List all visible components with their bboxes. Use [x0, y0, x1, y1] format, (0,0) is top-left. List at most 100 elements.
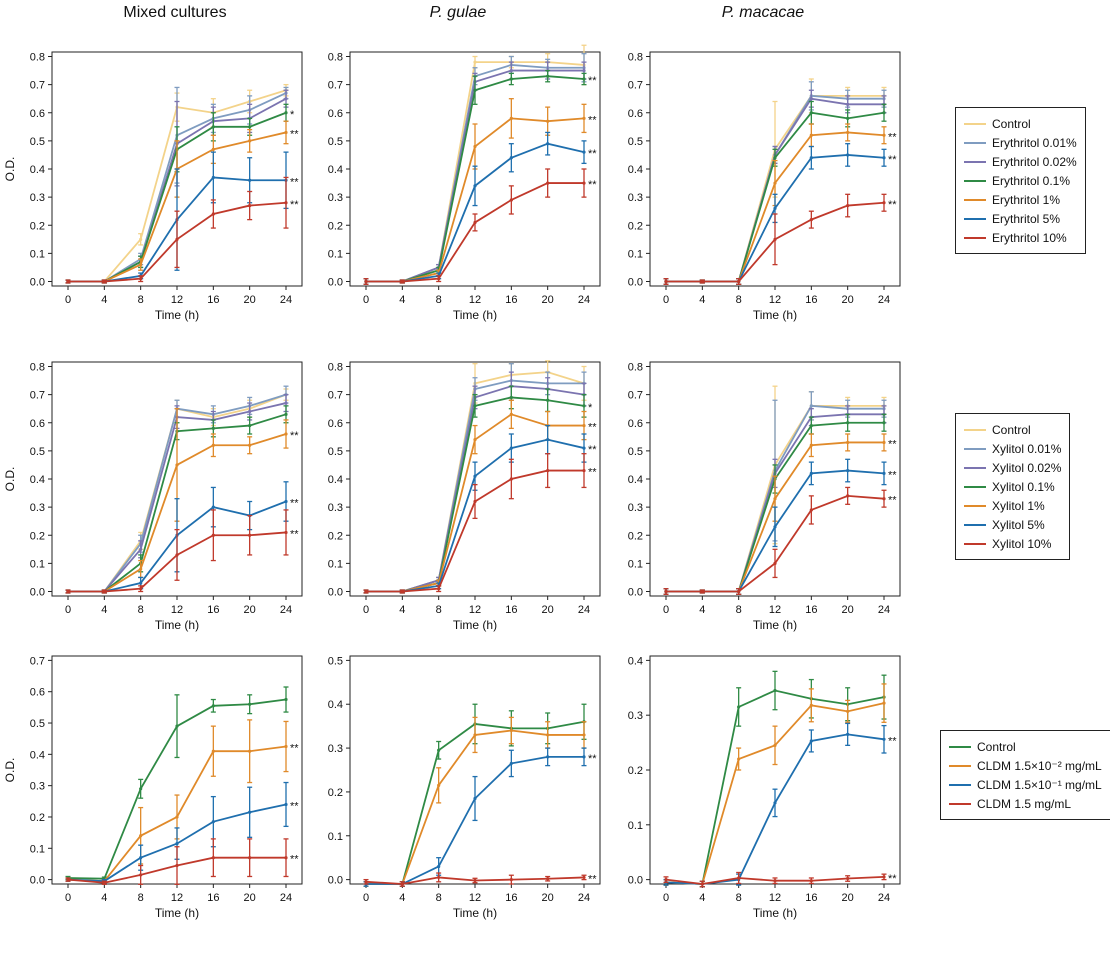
data-point	[546, 398, 550, 402]
x-tick-label: 16	[505, 892, 517, 904]
data-point	[102, 279, 106, 284]
plot-frame	[349, 655, 601, 885]
legend-item: CLDM 1.5×10⁻² mg/mL	[949, 756, 1102, 775]
series: **	[363, 131, 597, 285]
data-point	[248, 423, 252, 428]
series-line	[665, 689, 885, 885]
y-tick-label: 0.6	[328, 108, 343, 120]
y-tick-label: 0.6	[328, 418, 343, 430]
y-tick-label: 0.0	[628, 875, 643, 887]
significance-mark: **	[290, 176, 299, 188]
series: *	[65, 103, 295, 284]
x-tick-label: 8	[436, 294, 442, 306]
data-point	[582, 77, 586, 81]
y-axis-label: O.D.	[3, 157, 17, 182]
x-tick-label: 4	[101, 294, 107, 306]
legend-item: Control	[949, 737, 1102, 756]
data-point	[102, 589, 106, 594]
legend-item: CLDM 1.5 mg/mL	[949, 794, 1102, 813]
y-tick-label: 0.8	[30, 52, 45, 64]
y-tick-label: 0.5	[328, 136, 343, 148]
y-tick-label: 0.2	[328, 530, 343, 542]
data-point	[773, 525, 777, 529]
data-point	[846, 468, 850, 473]
significance-mark: **	[290, 528, 299, 540]
data-point	[773, 206, 777, 210]
x-tick-label: 0	[363, 294, 369, 306]
y-axis-label: O.D.	[3, 758, 17, 783]
x-tick-label: 20	[244, 892, 256, 904]
data-point	[846, 153, 850, 157]
chart-panel: 0.0 0.1 0.2 0.3 0.4 0.5 0.6 0.7 0.8 0 4 8 12 16 20 24 Ti…	[3, 51, 303, 322]
y-tick-label: 0.8	[328, 362, 343, 374]
legend-item: Erythritol 5%	[964, 209, 1077, 228]
data-point	[284, 412, 288, 416]
data-point	[846, 421, 850, 425]
y-tick-label: 0.5	[628, 136, 643, 148]
significance-mark: **	[588, 75, 597, 87]
data-point	[582, 755, 586, 759]
legend-label: Erythritol 0.01%	[992, 135, 1077, 150]
y-tick-label: 0.2	[628, 530, 643, 542]
series: **	[663, 458, 897, 595]
legend-swatch	[964, 217, 986, 220]
data-point	[284, 432, 288, 436]
y-tick-label: 0.5	[30, 446, 45, 458]
data-point	[846, 203, 850, 208]
legend-swatch	[964, 504, 986, 507]
x-tick-label: 8	[736, 604, 742, 616]
y-tick-label: 0.1	[30, 843, 45, 855]
x-tick-label: 12	[769, 604, 781, 616]
y-tick-label: 0.1	[328, 831, 343, 843]
data-point	[248, 203, 252, 208]
y-tick-label: 0.5	[628, 446, 643, 458]
x-tick-label: 8	[138, 604, 144, 616]
significance-mark: **	[290, 430, 299, 442]
legend-item: Erythritol 0.01%	[964, 133, 1077, 152]
data-point	[809, 508, 813, 512]
legend-label: Control	[992, 116, 1031, 131]
series: **	[363, 747, 597, 887]
data-point	[809, 739, 813, 743]
x-tick-label: 24	[280, 604, 292, 616]
y-tick-label: 0.1	[328, 248, 343, 260]
data-point	[882, 875, 886, 879]
x-tick-label: 20	[542, 604, 554, 616]
legend-swatch	[949, 745, 971, 748]
y-tick-label: 0.0	[30, 875, 45, 887]
data-point	[139, 567, 143, 571]
series: **	[363, 424, 597, 594]
data-point	[437, 277, 441, 281]
data-point	[284, 201, 288, 205]
x-tick-label: 12	[171, 604, 183, 616]
data-point	[211, 175, 215, 180]
significance-mark: **	[290, 498, 299, 510]
significance-mark: **	[888, 735, 897, 747]
x-axis-label: Time (h)	[753, 308, 797, 322]
significance-mark: **	[588, 467, 597, 479]
data-point	[248, 749, 252, 753]
y-tick-label: 0.6	[628, 418, 643, 430]
data-point	[664, 589, 668, 594]
series: **	[663, 486, 897, 595]
series: **	[65, 408, 299, 594]
data-point	[473, 499, 477, 504]
data-point	[546, 438, 550, 442]
data-point	[400, 589, 404, 594]
legend-item: CLDM 1.5×10⁻¹ mg/mL	[949, 775, 1102, 794]
data-point	[139, 237, 143, 241]
column-title-p-macacae: P. macacae	[721, 4, 805, 21]
x-tick-label: 0	[65, 892, 71, 904]
x-tick-label: 16	[207, 604, 219, 616]
x-tick-label: 20	[542, 294, 554, 306]
x-tick-label: 0	[663, 892, 669, 904]
data-point	[737, 757, 741, 761]
data-point	[364, 279, 368, 284]
y-tick-label: 0.8	[328, 52, 343, 64]
x-tick-label: 4	[699, 892, 705, 904]
data-point	[175, 237, 179, 241]
y-axis-label: O.D.	[3, 467, 17, 492]
legend-swatch	[964, 122, 986, 125]
data-point	[809, 703, 813, 707]
